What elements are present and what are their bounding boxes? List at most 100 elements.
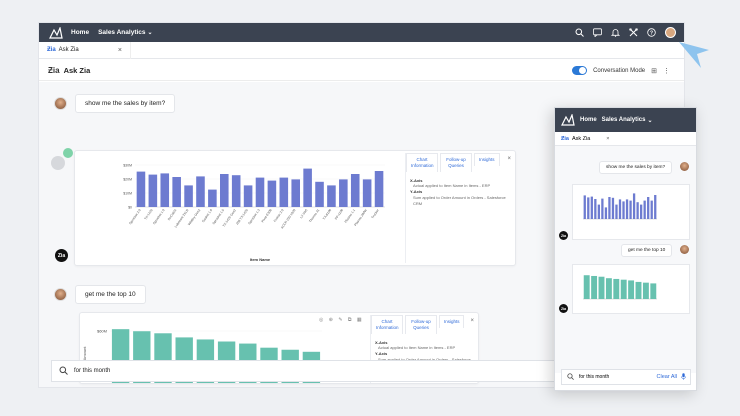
- zia-bot-avatar: Zia: [559, 304, 568, 313]
- mobile-top-navbar: Home Sales Analytics ⌄: [555, 108, 696, 132]
- chart-bar: [654, 195, 657, 219]
- chart-bar: [303, 168, 312, 207]
- chart-bar: [605, 278, 612, 299]
- mobile-tab-ask-zia[interactable]: Ƶia Ask Zia ×: [555, 132, 696, 146]
- more-icon[interactable]: ⋮: [663, 67, 670, 75]
- message-bubble: show me the sales by item?: [599, 161, 673, 174]
- chart-bar: [629, 200, 632, 219]
- close-icon[interactable]: ×: [117, 46, 122, 54]
- close-icon[interactable]: ×: [507, 156, 511, 162]
- chart-bar: [650, 200, 653, 219]
- search-input[interactable]: for this month: [74, 368, 111, 374]
- chart-bar: [362, 179, 372, 207]
- x-tick-label: SoCoil24: [167, 208, 178, 221]
- tab-chart-information[interactable]: Chart Information: [371, 315, 403, 334]
- nav-workspace-dropdown[interactable]: Sales Analytics ⌄: [98, 29, 152, 36]
- help-icon[interactable]: ?: [647, 28, 656, 37]
- chart-toolbar[interactable]: ◎ ⊕ ✎ ⧉ ▦: [319, 317, 364, 323]
- search-input[interactable]: for this month: [579, 374, 610, 380]
- y-tick-label: $10M: [123, 192, 132, 196]
- chart-bar: [642, 282, 649, 299]
- clear-all-button[interactable]: Clear All: [656, 374, 677, 380]
- chart-bar: [160, 173, 170, 207]
- chart-bar: [350, 174, 360, 207]
- y-axis-title: Y-Axis: [410, 189, 423, 195]
- chart-bar: [374, 171, 384, 207]
- x-axis-detail: Actual applied to Item Name in Items - E…: [413, 183, 491, 189]
- decorative-dot: [63, 148, 73, 158]
- chart-bar: [231, 175, 241, 207]
- chart-bar: [647, 197, 650, 219]
- chart-bar: [643, 200, 646, 219]
- user-avatar[interactable]: [665, 27, 676, 38]
- bar-chart: [583, 275, 657, 300]
- app-logo-icon[interactable]: [561, 114, 575, 126]
- nav-home[interactable]: Home: [580, 117, 597, 123]
- search-icon[interactable]: [575, 28, 584, 37]
- page-title: Ask Zia: [63, 66, 91, 75]
- x-axis-label: Item Name: [250, 257, 271, 262]
- chart-bar: [608, 197, 611, 219]
- tab-bar: Ƶia Ask Zia ×: [39, 41, 684, 59]
- bar-chart: [583, 193, 657, 220]
- user-avatar: [680, 245, 689, 254]
- close-icon[interactable]: ×: [606, 135, 610, 142]
- tab-follow-up-queries[interactable]: Follow-up Queries: [405, 315, 437, 334]
- x-axis-detail: Actual applied to Item Name in Items - E…: [378, 345, 456, 351]
- user-message: show me the sales by item?: [54, 94, 176, 113]
- mobile-query-search-bar[interactable]: for this month Clear All: [561, 369, 691, 385]
- zia-icon: Ƶia: [47, 47, 56, 53]
- chart-bar: [594, 199, 597, 219]
- y-tick-label: $60M: [97, 329, 107, 334]
- tab-insights[interactable]: Insights: [474, 153, 500, 166]
- user-avatar: [680, 162, 689, 171]
- chart-bar: [243, 185, 253, 207]
- y-axis-detail: Sum applied to Order Amount in Orders - …: [413, 195, 506, 206]
- x-tick-label: Sprocket 1.0: [152, 208, 166, 225]
- ask-zia-header: Ƶia Ask Zia Conversation Mode ⊞ ⋮: [39, 61, 684, 81]
- x-tick-label: Pivot-E308: [261, 208, 273, 223]
- grid-icon[interactable]: ⊞: [651, 67, 657, 75]
- conversation-mode-toggle[interactable]: [572, 66, 588, 75]
- nav-workspace-dropdown[interactable]: Sales Analytics: [601, 117, 646, 123]
- chart-bar: [327, 185, 336, 207]
- x-tick-label: LY-V9S: [299, 208, 308, 219]
- chat-icon[interactable]: [593, 28, 602, 37]
- zia-bot-avatar: Zia: [55, 249, 68, 262]
- chart-bar: [196, 176, 205, 207]
- tab-follow-up-queries[interactable]: Follow-up Queries: [440, 153, 472, 172]
- x-tick-label: Thermo 31: [308, 208, 320, 223]
- mobile-preview-panel: Home Sales Analytics ⌄ Ƶia Ask Zia × sho…: [554, 107, 697, 391]
- bell-icon[interactable]: [611, 28, 620, 37]
- top-navbar: Home Sales Analytics ⌄ ?: [39, 23, 684, 42]
- x-tick-label: Fusion 2.0: [273, 208, 285, 223]
- zia-logo-icon: Ƶia: [48, 66, 60, 75]
- chart-bar: [208, 189, 217, 207]
- tab-label: Ask Zia: [58, 47, 79, 53]
- app-logo-icon[interactable]: [49, 26, 63, 39]
- chart-bar: [279, 177, 289, 207]
- chart-bar: [597, 204, 601, 219]
- message-bubble: get me the top 10: [75, 285, 146, 304]
- y-tick-label: $20M: [123, 178, 132, 182]
- chart-bar: [636, 202, 639, 219]
- nav-home[interactable]: Home: [71, 29, 90, 36]
- tab-ask-zia[interactable]: Ƶia Ask Zia ×: [39, 41, 131, 59]
- tab-chart-information[interactable]: Chart Information: [406, 153, 438, 172]
- query-search-bar[interactable]: for this month: [51, 360, 571, 382]
- tab-insights[interactable]: Insights: [438, 315, 465, 328]
- y-tick-label: $0: [128, 206, 132, 210]
- zia-icon: Ƶia: [561, 135, 569, 142]
- svg-text:?: ?: [650, 30, 653, 36]
- x-tick-label: Trucker: [370, 208, 380, 220]
- x-axis-title: X-Axis: [375, 339, 388, 345]
- tools-icon[interactable]: [629, 28, 638, 37]
- chevron-down-icon: ⌄: [647, 117, 653, 124]
- microphone-icon[interactable]: [681, 372, 686, 382]
- close-icon[interactable]: ×: [470, 318, 474, 324]
- x-tick-label: Gasket 1.0: [201, 208, 213, 223]
- chart-bar: [136, 171, 146, 207]
- search-icon: [59, 362, 68, 380]
- chart-bar: [591, 275, 598, 299]
